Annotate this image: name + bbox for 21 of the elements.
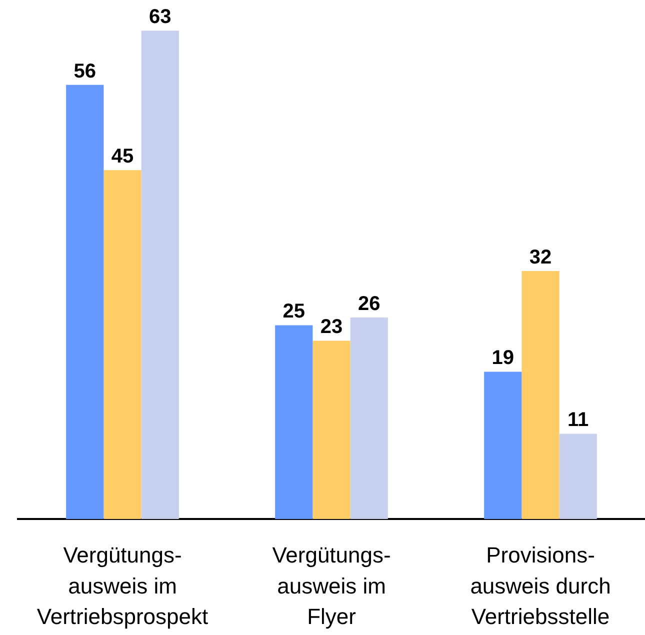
data-label: 63 <box>148 6 172 28</box>
bar <box>559 434 597 519</box>
data-label: 45 <box>111 146 134 168</box>
x-tick-label: Vergütungs- ausweis im Flyer <box>272 542 391 630</box>
data-label: 56 <box>74 60 96 82</box>
data-label: 32 <box>529 246 552 268</box>
data-label: 11 <box>568 409 589 432</box>
bar <box>484 372 522 519</box>
bar <box>275 325 313 519</box>
data-label: 25 <box>282 300 306 323</box>
data-label: 19 <box>492 347 514 370</box>
bar <box>522 270 560 519</box>
data-label: 23 <box>320 316 343 338</box>
bar <box>141 30 179 519</box>
x-tick-label: Provisions- ausweis durch Vertriebsstelle <box>470 542 611 630</box>
bar <box>66 84 104 519</box>
bar <box>104 170 142 519</box>
bar <box>312 340 350 519</box>
x-tick-label: Vergütungs- ausweis im Vertriebsprospekt <box>36 542 208 630</box>
data-label: 26 <box>358 292 380 315</box>
bar <box>350 317 388 519</box>
